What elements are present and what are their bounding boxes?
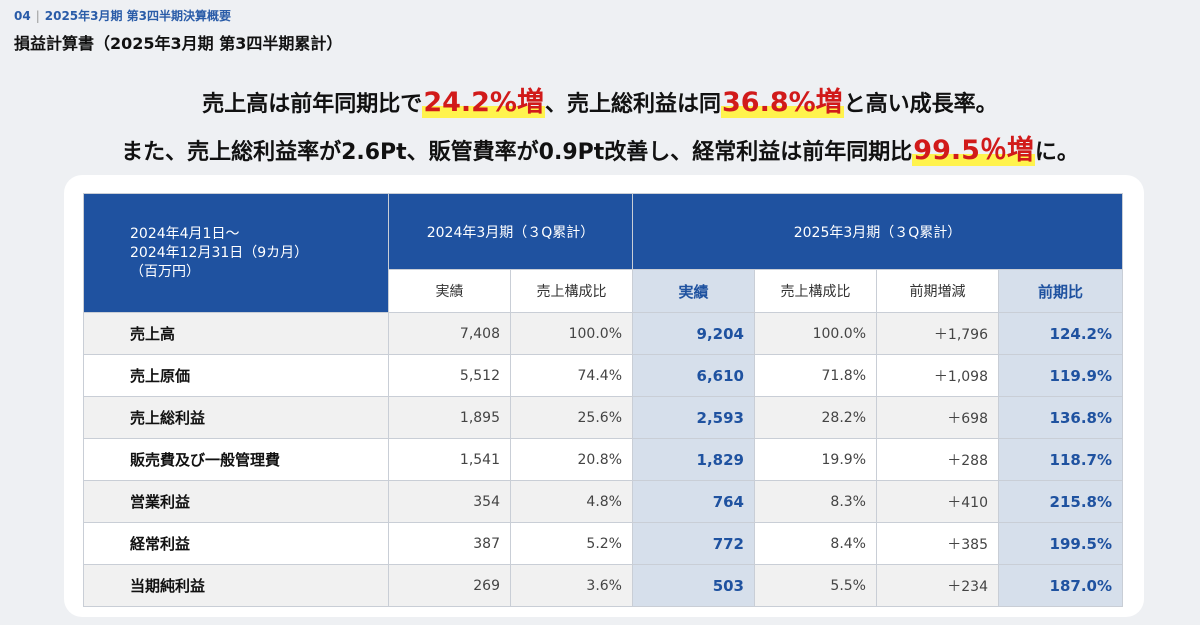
highlight-sales-growth: 24.2%増 (422, 87, 545, 118)
yoy: 124.2% (998, 312, 1123, 355)
yoy: 118.7% (998, 438, 1123, 481)
subheader-yoy: 前期比 (998, 269, 1123, 313)
row-label: 当期純利益 (83, 564, 389, 607)
prev-actual: 269 (388, 564, 511, 607)
subheader-diff: 前期増減 (876, 269, 999, 313)
headline-1: 売上高は前年同期比で24.2%増、売上総利益は同36.8%増と高い成長率。 (0, 80, 1200, 119)
period-range-start: 2024年4月1日～ (130, 225, 240, 242)
yoy: 119.9% (998, 354, 1123, 397)
headline-1-text-e: と高い成長率。 (843, 92, 998, 117)
diff: ＋1,098 (876, 354, 999, 397)
prev-actual: 1,895 (388, 396, 511, 439)
yoy: 199.5% (998, 522, 1123, 565)
table-row: 売上高 7,408 100.0% 9,204 100.0% ＋1,796 124… (83, 312, 1123, 355)
row-label: 経常利益 (83, 522, 389, 565)
period-range-end: 2024年12月31日（9カ月） (130, 244, 309, 261)
headline-1-text-c: 、売上総利益は同 (544, 92, 721, 117)
table-row: 販売費及び一般管理費 1,541 20.8% 1,829 19.9% ＋288 … (83, 438, 1123, 481)
prev-ratio: 20.8% (510, 438, 633, 481)
curr-ratio: 5.5% (754, 564, 877, 607)
yoy: 215.8% (998, 480, 1123, 523)
headline-2: また、売上総利益率が2.6Pt、販管費率が0.9Pt改善し、経常利益は前年同期比… (0, 128, 1200, 167)
yoy: 187.0% (998, 564, 1123, 607)
diff: ＋698 (876, 396, 999, 439)
headline-2-text-c: に。 (1034, 140, 1079, 165)
prev-actual: 1,541 (388, 438, 511, 481)
curr-actual: 1,829 (632, 438, 755, 481)
headline-1-text-a: 売上高は前年同期比で (202, 92, 423, 117)
diff: ＋288 (876, 438, 999, 481)
curr-actual: 9,204 (632, 312, 755, 355)
income-statement-card: 2024年4月1日～ 2024年12月31日（9カ月） （百万円） 2024年3… (64, 175, 1144, 617)
prev-actual: 354 (388, 480, 511, 523)
table-row: 売上原価 5,512 74.4% 6,610 71.8% ＋1,098 119.… (83, 354, 1123, 397)
subheader-curr-ratio: 売上構成比 (754, 269, 877, 313)
table-row: 当期純利益 269 3.6% 503 5.5% ＋234 187.0% (83, 564, 1123, 607)
subheader-curr-actual: 実績 (632, 269, 755, 313)
unit-label: （百万円） (130, 263, 200, 280)
row-label: 売上総利益 (83, 396, 389, 439)
prev-actual: 387 (388, 522, 511, 565)
curr-actual: 764 (632, 480, 755, 523)
table-corner-header: 2024年4月1日～ 2024年12月31日（9カ月） （百万円） (83, 193, 389, 313)
curr-ratio: 100.0% (754, 312, 877, 355)
income-statement-table: 2024年4月1日～ 2024年12月31日（9カ月） （百万円） 2024年3… (83, 193, 1123, 607)
table-row: 営業利益 354 4.8% 764 8.3% ＋410 215.8% (83, 480, 1123, 523)
prev-ratio: 74.4% (510, 354, 633, 397)
curr-ratio: 8.4% (754, 522, 877, 565)
subheader-prev-ratio: 売上構成比 (510, 269, 633, 313)
breadcrumb-separator: | (35, 9, 40, 23)
diff: ＋234 (876, 564, 999, 607)
curr-actual: 503 (632, 564, 755, 607)
table-row: 売上総利益 1,895 25.6% 2,593 28.2% ＋698 136.8… (83, 396, 1123, 439)
prev-ratio: 25.6% (510, 396, 633, 439)
section-number: 04 (14, 9, 31, 23)
prev-actual: 7,408 (388, 312, 511, 355)
curr-ratio: 28.2% (754, 396, 877, 439)
prev-ratio: 3.6% (510, 564, 633, 607)
prev-actual: 5,512 (388, 354, 511, 397)
row-label: 売上原価 (83, 354, 389, 397)
yoy: 136.8% (998, 396, 1123, 439)
page-title: 損益計算書（2025年3月期 第3四半期累計） (14, 34, 343, 53)
diff: ＋1,796 (876, 312, 999, 355)
header-prev-period: 2024年3月期（３Q累計） (388, 193, 633, 270)
diff: ＋410 (876, 480, 999, 523)
prev-ratio: 100.0% (510, 312, 633, 355)
curr-actual: 2,593 (632, 396, 755, 439)
prev-ratio: 4.8% (510, 480, 633, 523)
curr-actual: 6,610 (632, 354, 755, 397)
header-curr-period: 2025年3月期（３Q累計） (632, 193, 1123, 270)
row-label: 販売費及び一般管理費 (83, 438, 389, 481)
diff: ＋385 (876, 522, 999, 565)
curr-ratio: 71.8% (754, 354, 877, 397)
section-title: 2025年3月期 第3四半期決算概要 (44, 9, 232, 23)
headline-2-text-a: また、売上総利益率が2.6Pt、販管費率が0.9Pt改善し、経常利益は前年同期比 (121, 140, 913, 165)
curr-ratio: 8.3% (754, 480, 877, 523)
table-row: 経常利益 387 5.2% 772 8.4% ＋385 199.5% (83, 522, 1123, 565)
curr-actual: 772 (632, 522, 755, 565)
breadcrumb: 04 | 2025年3月期 第3四半期決算概要 (14, 7, 231, 24)
row-label: 営業利益 (83, 480, 389, 523)
subheader-prev-actual: 実績 (388, 269, 511, 313)
row-label: 売上高 (83, 312, 389, 355)
highlight-gross-profit-growth: 36.8%増 (721, 87, 844, 118)
highlight-ordinary-profit-growth: 99.5％増 (912, 135, 1035, 166)
prev-ratio: 5.2% (510, 522, 633, 565)
curr-ratio: 19.9% (754, 438, 877, 481)
